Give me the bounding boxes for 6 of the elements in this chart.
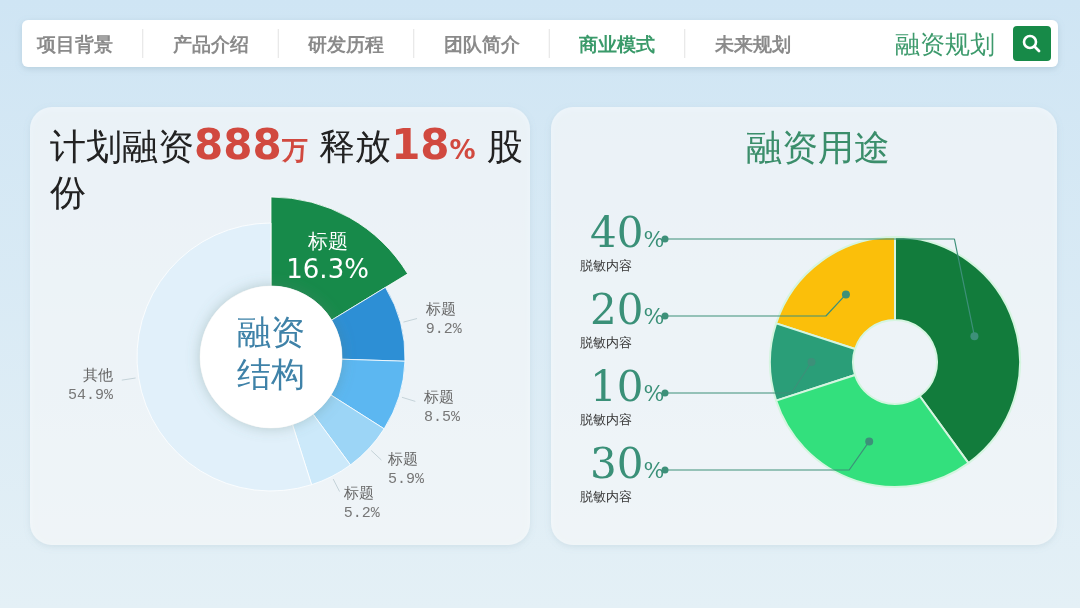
- annotation: 融资: [237, 311, 305, 352]
- title: 份: [50, 172, 86, 213]
- annotation: 结构: [237, 353, 305, 394]
- title: 融资用途: [746, 127, 890, 168]
- title: 计划融资888万 释放18% 股: [50, 120, 524, 169]
- title: 融资规划: [895, 30, 995, 59]
